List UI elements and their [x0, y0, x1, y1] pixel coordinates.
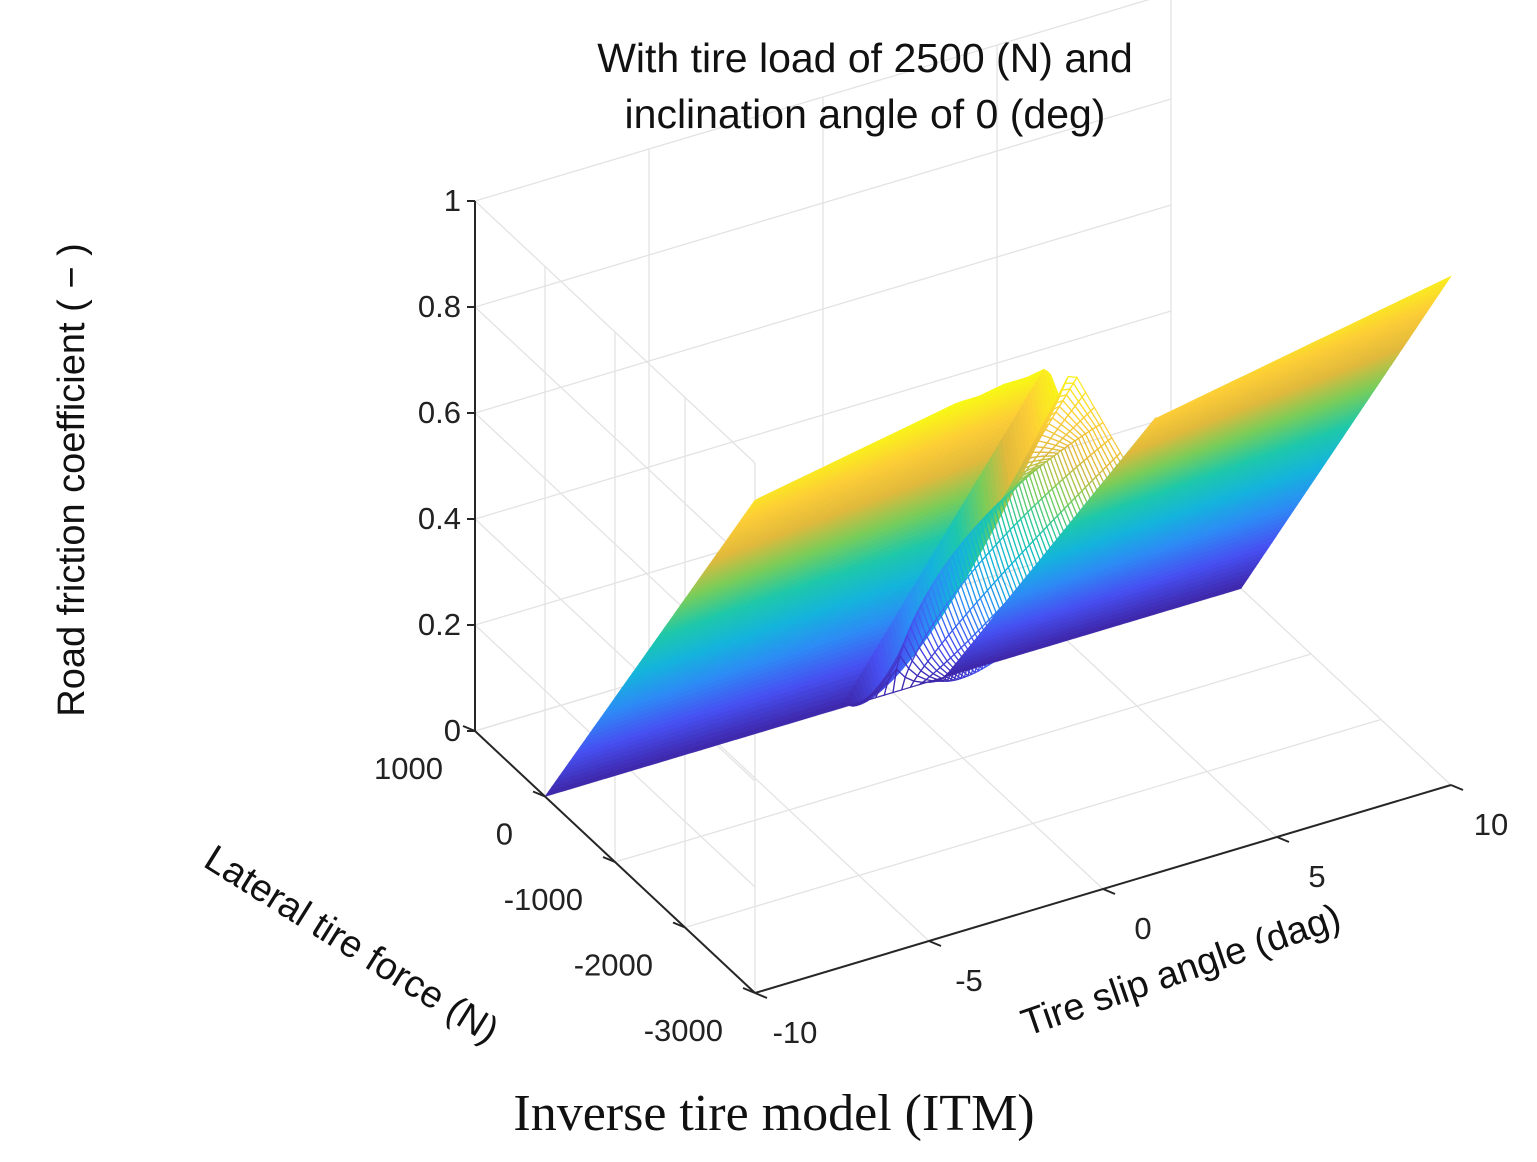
x-tick-mark — [754, 992, 768, 999]
z-tick-label: 0.6 — [418, 395, 461, 430]
surface-patch — [1020, 514, 1034, 547]
surface-patch — [1023, 510, 1038, 543]
title-line-1: With tire load of 2500 (N) and — [597, 35, 1133, 81]
surface-patch — [922, 633, 936, 658]
surface-patch — [1063, 444, 1078, 472]
x-tick-mark — [1450, 784, 1464, 791]
y-tick-label: 1000 — [374, 751, 443, 786]
surface-patch — [1037, 497, 1052, 528]
z-tick-label: 0.2 — [418, 607, 461, 642]
surface-patch — [1006, 528, 1020, 561]
z-tick-label: 1 — [444, 183, 461, 218]
surface-patch — [1042, 460, 1057, 490]
surface-patch — [1030, 504, 1045, 536]
x-tick-labels: -10 -5 0 5 10 — [754, 784, 1508, 1050]
surface-patch — [1046, 457, 1060, 487]
surface-patch — [1034, 500, 1048, 532]
z-axis-label: Road friction coefficient ( − ) — [51, 243, 93, 716]
surface-patch — [1021, 477, 1036, 510]
surface-patch — [1049, 454, 1064, 484]
z-tick-labels: 0 0.2 0.4 0.6 0.8 1 — [418, 183, 475, 748]
surface-patch — [1027, 507, 1041, 539]
x-tick-mark — [1276, 836, 1290, 843]
x-tick-label: 0 — [1134, 911, 1151, 946]
surface-patch — [1025, 474, 1039, 507]
y-axis-label: Lateral tire force (N) — [197, 837, 506, 1052]
y-tick-label: 0 — [496, 817, 513, 852]
surface-patch — [1009, 524, 1024, 558]
y-tick-label: -2000 — [574, 948, 653, 983]
surface-patch — [934, 646, 948, 666]
surface-patch — [1077, 395, 1092, 416]
surface-patch — [1032, 468, 1046, 500]
y-tick-mark — [672, 921, 686, 929]
surface-patch — [1028, 471, 1043, 504]
surface-patch — [1011, 486, 1025, 521]
surface-patch — [999, 535, 1013, 569]
surface-patch — [1056, 449, 1071, 478]
surface-patch — [1039, 462, 1053, 494]
surface-patch — [1081, 391, 1096, 412]
surface-patch — [1018, 480, 1032, 514]
x-tick-label: 5 — [1308, 859, 1325, 894]
x-tick-label: 10 — [1474, 807, 1508, 842]
x-axis-label: Tire slip angle (dag) — [1016, 896, 1346, 1045]
y-tick-mark — [532, 790, 546, 798]
y-tick-mark — [462, 725, 476, 732]
surface-patch — [1014, 483, 1029, 517]
title-line-2: inclination angle of 0 (deg) — [625, 91, 1106, 137]
figure-caption: Inverse tire model (ITM) — [513, 1085, 1034, 1142]
axes-lines — [474, 201, 1452, 994]
surface-plot — [544, 275, 1452, 798]
x-tick-mark — [1102, 888, 1116, 895]
surface-patch — [1013, 521, 1027, 554]
x-tick-label: -10 — [773, 1015, 818, 1050]
y-tick-labels: -3000 -2000 -1000 0 1000 — [374, 725, 756, 1048]
chart-title: With tire load of 2500 (N) and inclinati… — [597, 35, 1133, 137]
surface-patch — [1074, 437, 1088, 462]
z-tick-label: 0 — [444, 713, 461, 748]
surface-patch — [1231, 582, 1246, 592]
y-tick-mark — [742, 987, 756, 994]
z-tick-label: 0.8 — [418, 289, 461, 324]
surface-patch — [1016, 517, 1031, 550]
x-tick-mark — [928, 940, 942, 947]
x-tick-label: -5 — [955, 963, 983, 998]
surface-patch — [1053, 452, 1067, 481]
y-tick-mark — [602, 856, 616, 863]
surface-patch — [1060, 447, 1074, 475]
surface-patch — [1035, 465, 1050, 497]
y-tick-label: -3000 — [644, 1013, 723, 1048]
surface-patch — [1002, 532, 1017, 565]
y-tick-label: -1000 — [504, 882, 583, 917]
z-tick-label: 0.4 — [418, 501, 461, 536]
